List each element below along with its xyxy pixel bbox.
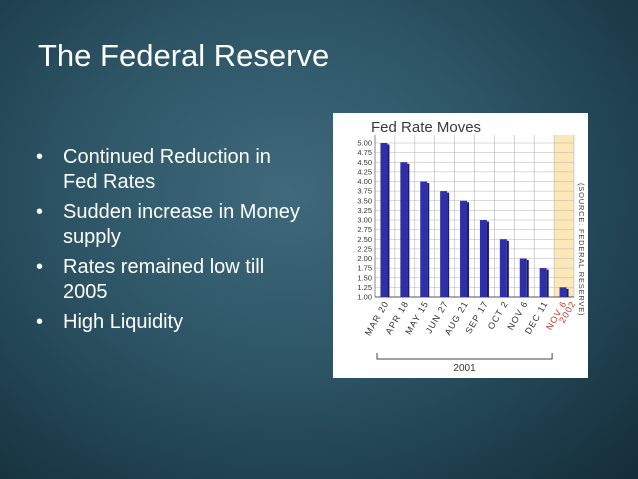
y-tick-label: 3.75 — [357, 187, 372, 196]
bullet-glyph: • — [36, 311, 44, 333]
chart-title: Fed Rate Moves — [371, 119, 481, 136]
bullet-text: Sudden increase in Money supply — [63, 201, 300, 248]
bullet-list: • Continued Reduction in Fed Rates • Sudde… — [36, 145, 306, 341]
bar-shadow — [506, 240, 509, 297]
bullet-item: • Rates remained low till 2005 — [36, 255, 306, 304]
fed-rate-chart: Fed Rate Moves5.004.754.504.254.003.753.… — [357, 119, 586, 374]
y-tick-label: 3.00 — [357, 216, 372, 225]
y-tick-label: 3.25 — [357, 206, 372, 215]
bar — [479, 220, 487, 297]
bar-shadow — [447, 192, 450, 297]
bar — [519, 258, 527, 297]
bar-shadow — [526, 260, 529, 297]
year-label: 2001 — [453, 363, 476, 374]
bar — [420, 181, 428, 297]
slide-title: The Federal Reserve — [38, 38, 330, 73]
bullet-text: Rates remained low till 2005 — [63, 256, 265, 303]
highlight-band — [554, 135, 574, 297]
y-tick-label: 1.75 — [357, 264, 372, 273]
y-tick-label: 4.75 — [357, 148, 372, 157]
bar — [380, 143, 388, 297]
bullet-glyph: • — [36, 146, 44, 168]
y-tick-label: 1.25 — [357, 283, 372, 292]
bullet-item: • Sudden increase in Money supply — [36, 200, 306, 249]
bar-shadow — [546, 269, 549, 297]
y-tick-label: 2.25 — [357, 244, 372, 253]
bar — [440, 191, 448, 297]
y-tick-label: 4.50 — [357, 158, 372, 167]
bar-shadow — [427, 183, 430, 297]
y-tick-label: 3.50 — [357, 196, 372, 205]
bar-shadow — [486, 221, 489, 297]
bullet-glyph: • — [36, 256, 44, 278]
bar-shadow — [566, 288, 569, 297]
bar-shadow — [407, 163, 410, 297]
bar — [499, 239, 507, 297]
y-tick-label: 2.75 — [357, 225, 372, 234]
bar — [539, 268, 547, 297]
y-tick-label: 4.00 — [357, 177, 372, 186]
bar — [460, 200, 468, 297]
bullet-text: High Liquidity — [63, 311, 184, 333]
bar — [559, 287, 567, 297]
y-tick-label: 5.00 — [357, 139, 372, 148]
y-tick-label: 4.25 — [357, 167, 372, 176]
source-note: (SOURCE: FEDERAL RESERVE) — [577, 183, 586, 316]
year-bracket — [376, 353, 553, 360]
bullet-glyph: • — [36, 201, 44, 223]
y-tick-label: 1.50 — [357, 273, 372, 282]
y-tick-label: 2.50 — [357, 235, 372, 244]
bar-shadow — [467, 202, 470, 297]
y-tick-label: 2.00 — [357, 254, 372, 263]
bar — [400, 162, 408, 297]
bullet-item: • High Liquidity — [36, 310, 306, 335]
chart-panel: Fed Rate Moves 5.00 4.75 4.50 4.25 4.00 3.75 3.… — [333, 113, 588, 378]
bar-shadow — [387, 144, 390, 297]
y-tick-label: 1.00 — [357, 293, 372, 302]
bullet-item: • Continued Reduction in Fed Rates — [36, 145, 306, 194]
bullet-text: Continued Reduction in Fed Rates — [63, 146, 271, 193]
